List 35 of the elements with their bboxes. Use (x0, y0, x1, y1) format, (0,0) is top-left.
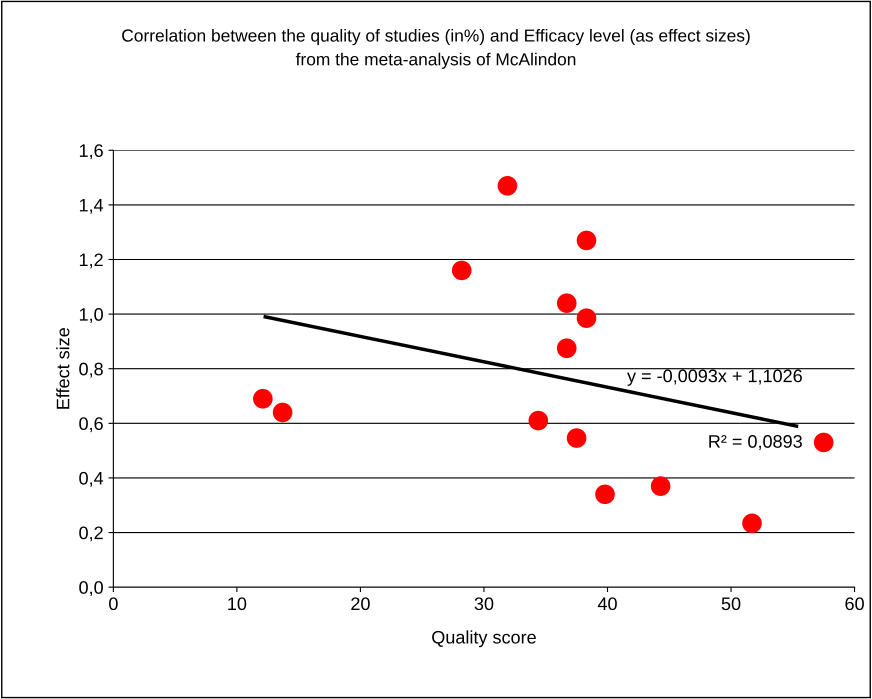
x-tick-label: 60 (845, 597, 864, 610)
annotation: R² = 0,0893 (709, 435, 802, 450)
x-tick-label: 50 (722, 597, 740, 610)
y-tick-label: 1,2 (80, 253, 103, 268)
point (576, 308, 596, 328)
point (556, 338, 577, 358)
x-axis-title: Quality score (432, 630, 536, 648)
x-tick-label: 10 (228, 597, 246, 610)
y-tick-label: 1,0 (80, 308, 103, 323)
point (576, 230, 596, 250)
point (566, 428, 586, 448)
y-tick-label: 1,6 (80, 144, 103, 160)
x-tick-label: 40 (598, 597, 617, 610)
y-axis-title: Effect size (56, 328, 70, 409)
point (595, 484, 615, 504)
point (650, 476, 670, 496)
annotation: y = -0,0093x + 1,1026 (627, 370, 802, 386)
y-tick-label: 1,4 (80, 199, 104, 214)
point (556, 293, 577, 314)
point (498, 176, 518, 196)
y-tick-label: 0,6 (79, 417, 103, 432)
y-tick-label: 0,2 (79, 526, 103, 542)
y-tick-label: 0,0 (79, 581, 103, 596)
point (528, 410, 548, 430)
chart-title: Correlation between the quality of studies (in%) and Efficacy level (as effect sizes) from the meta-analysis of McAlindon (122, 28, 750, 69)
x-tick-label: 0 (109, 597, 118, 610)
y-tick-label: 0,8 (79, 362, 103, 378)
point (814, 432, 834, 452)
point (253, 388, 273, 409)
y-tick-label: 0,4 (79, 472, 104, 487)
x-tick-label: 20 (351, 597, 370, 610)
point (452, 260, 472, 280)
point (272, 402, 292, 422)
point (742, 513, 762, 534)
x-tick-label: 30 (474, 597, 494, 610)
